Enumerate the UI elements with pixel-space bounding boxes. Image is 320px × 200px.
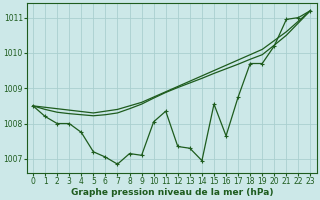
X-axis label: Graphe pression niveau de la mer (hPa): Graphe pression niveau de la mer (hPa) [70, 188, 273, 197]
